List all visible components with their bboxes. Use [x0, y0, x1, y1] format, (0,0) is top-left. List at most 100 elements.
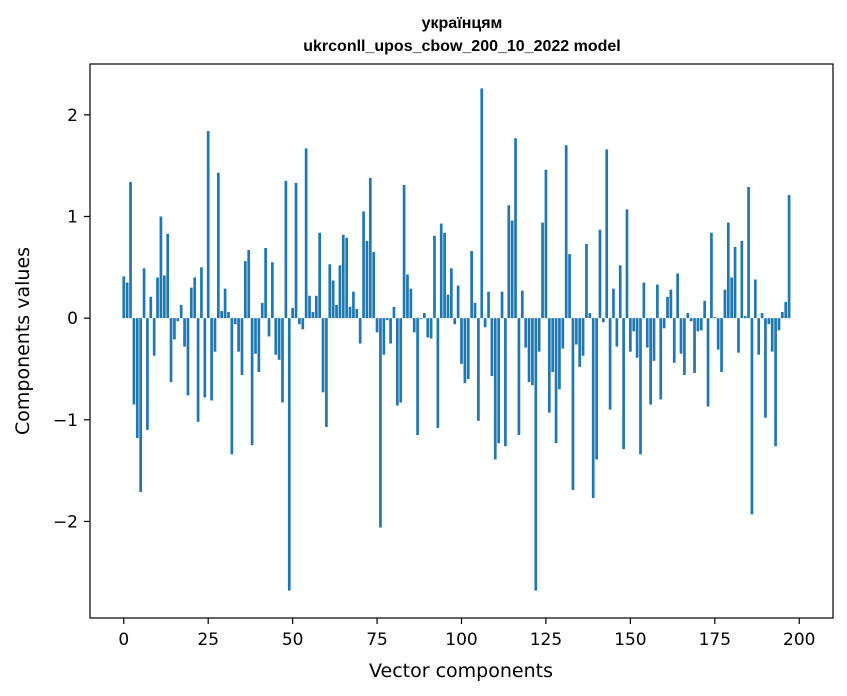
bar-123	[537, 318, 541, 352]
bar-45	[274, 318, 278, 355]
bar-91	[429, 318, 433, 339]
bar-182	[737, 318, 740, 353]
bar-119	[524, 318, 528, 348]
bar-74	[372, 252, 376, 319]
bar-56	[311, 312, 315, 319]
bar-73	[368, 177, 372, 319]
bar-49	[287, 318, 291, 591]
bar-93	[436, 318, 440, 428]
bar-179	[726, 222, 730, 319]
bar-139	[591, 318, 595, 499]
bar-101	[463, 318, 467, 384]
bar-57	[314, 295, 318, 319]
bar-6	[142, 268, 146, 319]
bar-31	[227, 312, 230, 319]
bar-165	[679, 318, 683, 354]
bar-174	[710, 232, 713, 319]
bar-161	[666, 296, 669, 319]
bar-62	[331, 280, 335, 319]
bar-148	[622, 318, 625, 450]
bar-105	[477, 318, 480, 421]
bar-151	[632, 318, 636, 332]
bar-32	[230, 318, 234, 455]
bar-76	[379, 318, 382, 528]
x-tick-label: 125	[530, 630, 562, 650]
bar-35	[240, 318, 244, 376]
x-axis-label: Vector components	[369, 660, 553, 682]
bar-157	[652, 318, 656, 361]
bar-185	[747, 187, 750, 319]
bar-25	[206, 131, 210, 319]
bar-181	[733, 246, 737, 319]
bar-36	[244, 261, 247, 319]
bar-2	[129, 181, 132, 319]
bar-124	[541, 222, 544, 319]
bar-188	[757, 318, 761, 355]
chart-subtitle: ukrconll_upos_cbow_200_10_2022 model	[303, 38, 620, 55]
bar-152	[635, 318, 639, 358]
bar-5	[139, 318, 143, 492]
bar-164	[676, 273, 679, 319]
bar-48	[284, 180, 288, 319]
bar-138	[588, 313, 592, 319]
y-tick-label: 1	[67, 207, 78, 227]
bar-110	[493, 318, 497, 460]
bar-17	[179, 304, 183, 319]
bar-52	[298, 318, 301, 325]
bar-46	[277, 318, 281, 360]
bar-51	[294, 182, 298, 319]
bar-98	[453, 318, 457, 325]
x-tick-label: 25	[197, 630, 219, 650]
bar-27	[213, 318, 217, 352]
bar-18	[183, 318, 186, 347]
bar-1	[125, 282, 129, 319]
bar-21	[193, 277, 197, 319]
y-tick-label: −2	[53, 512, 78, 532]
bar-99	[456, 285, 460, 319]
bar-131	[564, 145, 568, 319]
bar-15	[173, 318, 176, 340]
bar-176	[716, 318, 720, 350]
bar-149	[625, 209, 629, 319]
bar-113	[504, 318, 507, 447]
bar-130	[561, 318, 565, 349]
bar-53	[301, 318, 305, 330]
bar-0	[122, 276, 126, 319]
bar-121	[531, 318, 534, 386]
bar-107	[483, 318, 487, 328]
bar-150	[629, 318, 632, 352]
bar-115	[510, 220, 514, 319]
y-axis-label: Components values	[12, 247, 34, 435]
bar-24	[203, 318, 207, 398]
bar-41	[260, 302, 264, 319]
bar-195	[780, 312, 784, 319]
bar-50	[291, 307, 294, 319]
bar-37	[247, 250, 251, 319]
bar-175	[713, 317, 717, 319]
bar-14	[169, 318, 173, 383]
bar-100	[460, 318, 463, 364]
bar-196	[784, 301, 788, 319]
bar-137	[585, 243, 588, 319]
bar-108	[487, 291, 490, 319]
bar-116	[514, 138, 517, 319]
bar-144	[608, 318, 612, 410]
bar-173	[706, 318, 710, 407]
bar-154	[642, 282, 646, 319]
bar-163	[672, 318, 676, 363]
bar-55	[308, 295, 311, 319]
x-tick-label: 175	[699, 630, 731, 650]
bar-126	[547, 318, 551, 413]
bar-125	[544, 169, 548, 319]
bar-193	[774, 318, 777, 447]
bar-90	[426, 318, 430, 338]
bar-162	[669, 289, 673, 319]
bar-87	[416, 318, 419, 436]
bar-192	[770, 318, 774, 352]
bar-13	[166, 233, 170, 319]
bar-54	[304, 148, 308, 319]
bar-8	[149, 296, 153, 319]
bar-10	[156, 277, 159, 319]
